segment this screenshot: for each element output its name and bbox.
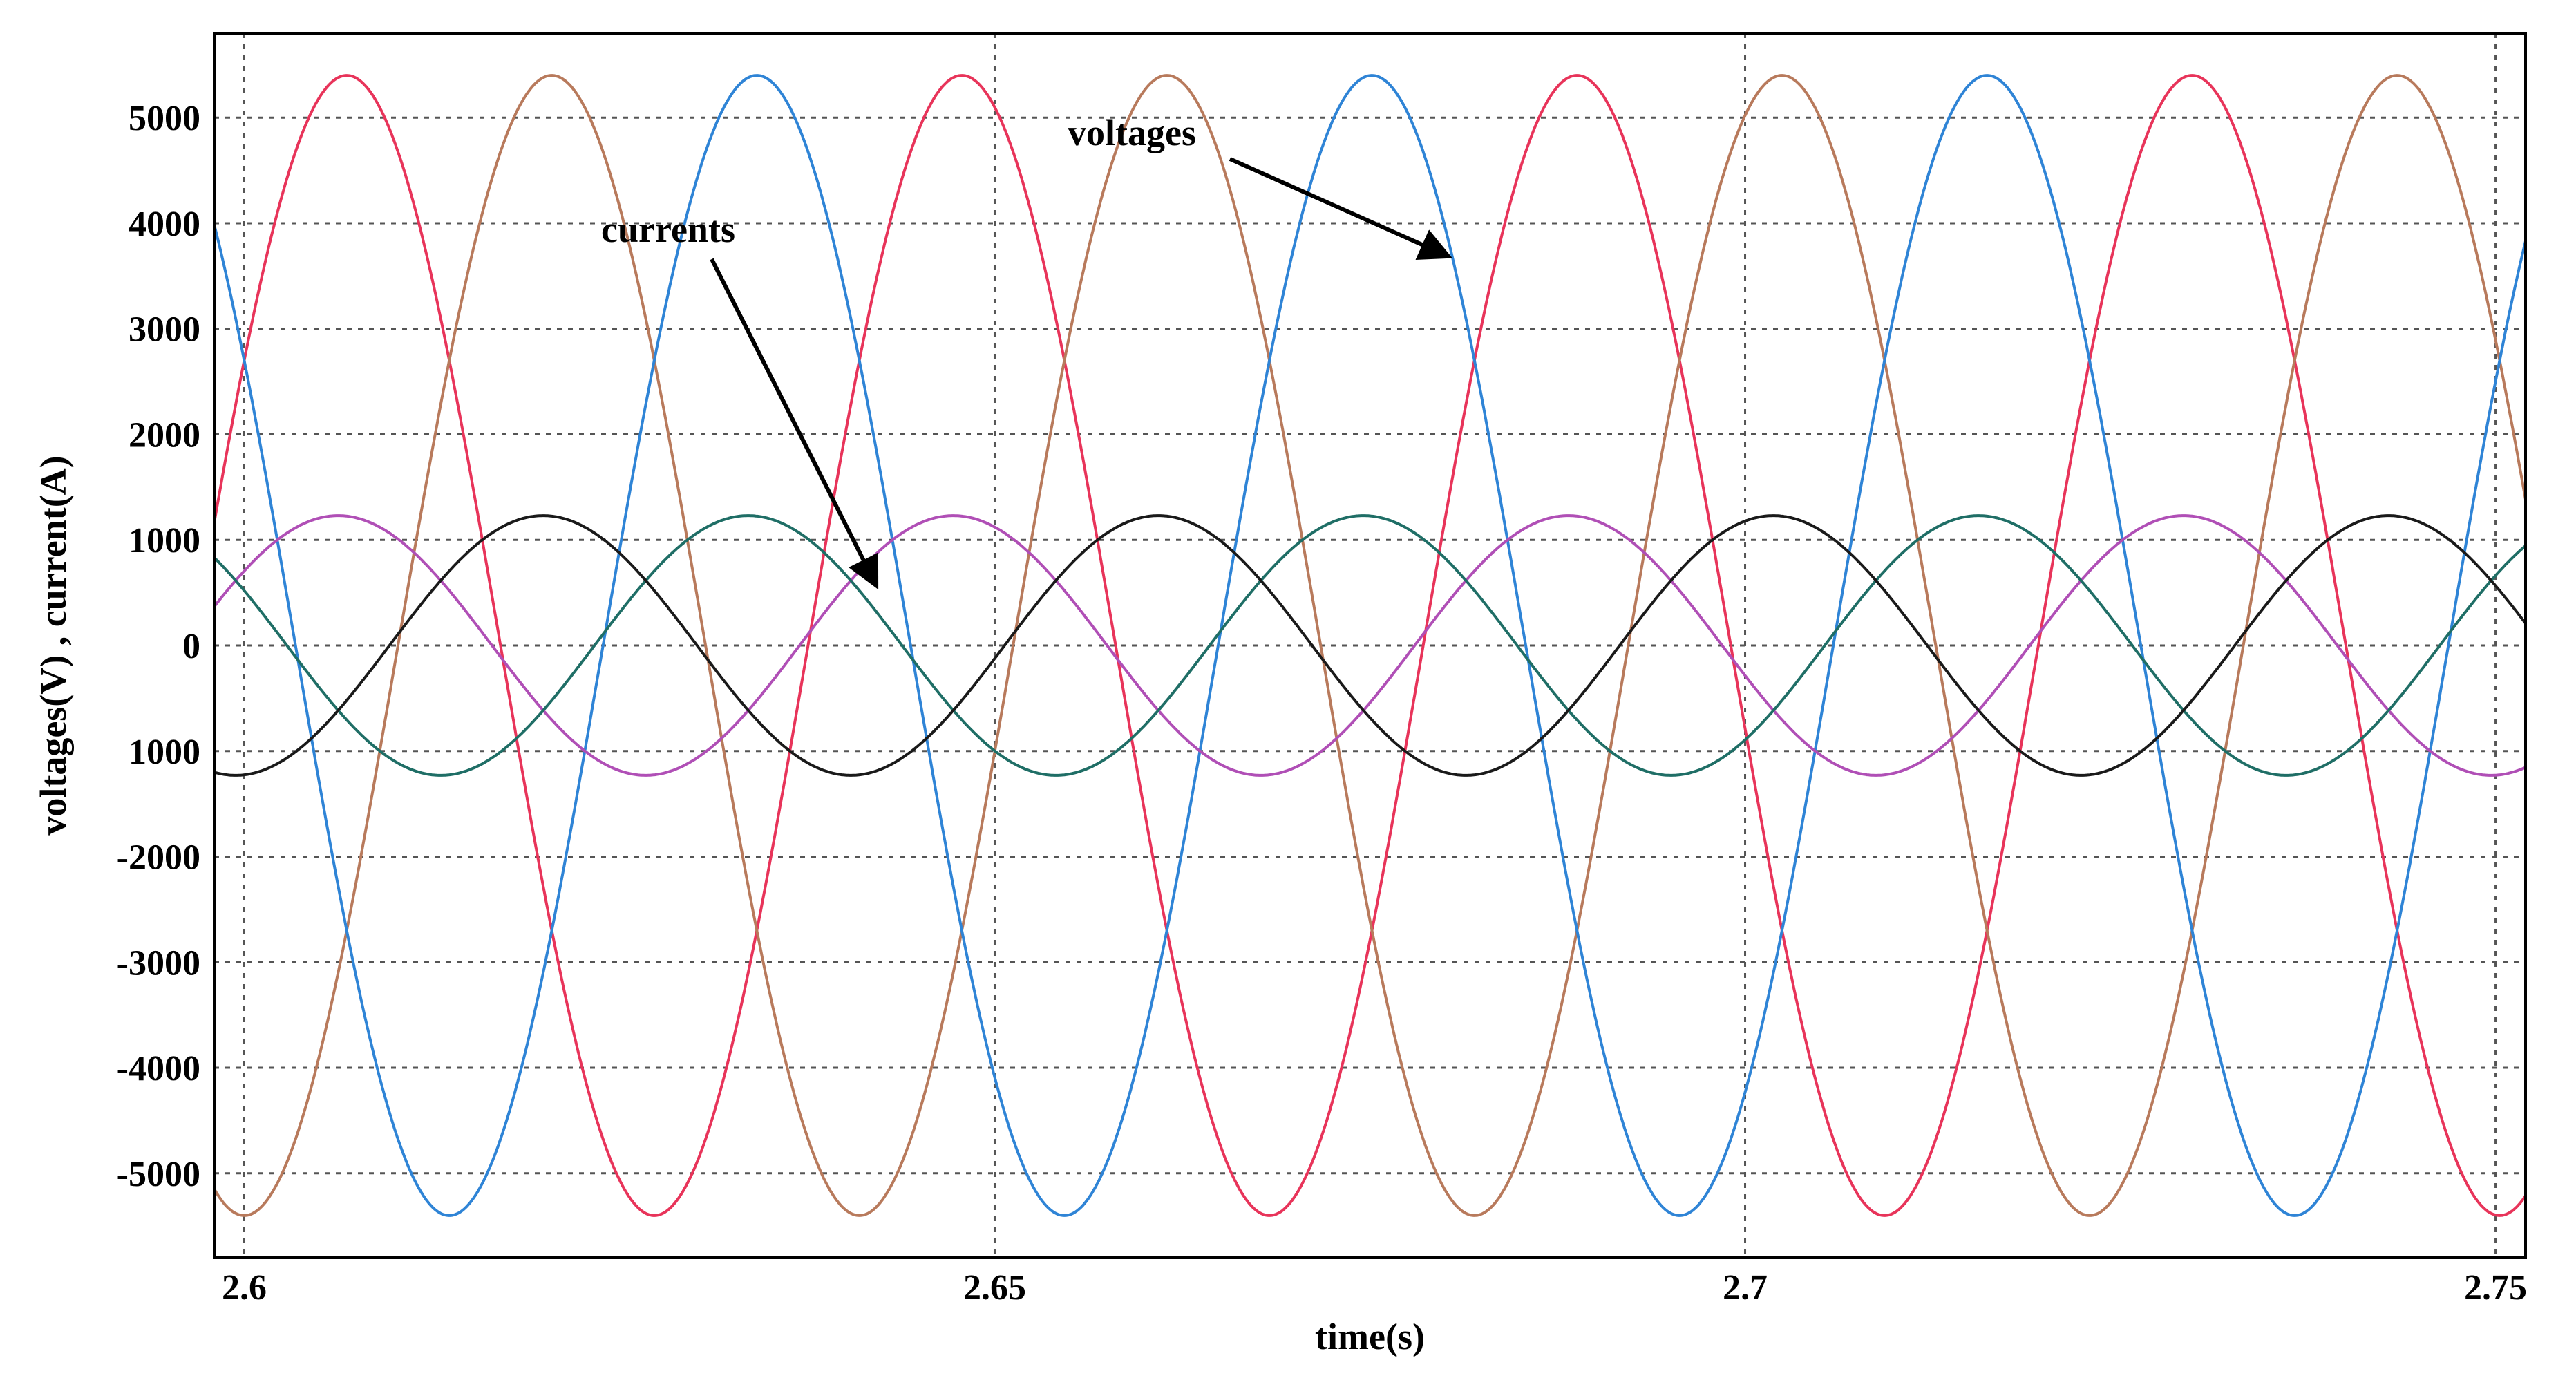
x-tick-label: 2.75 <box>2464 1268 2527 1308</box>
annotation-label: voltages <box>1068 112 1196 153</box>
current-series-4 <box>213 514 2527 777</box>
x-tick-label: 2.65 <box>963 1268 1026 1308</box>
current-series-5 <box>214 514 2527 777</box>
y-tick-label: 3000 <box>129 310 200 350</box>
y-tick-label: 5000 <box>129 99 200 138</box>
x-axis-title: time(s) <box>1315 1316 1425 1357</box>
y-tick-label: -2000 <box>117 838 200 878</box>
y-tick-label: 1000 <box>129 733 200 772</box>
grid <box>214 33 2526 1258</box>
annotation-label: currents <box>601 209 735 250</box>
x-tick-labels: 2.6 2.65 2.7 2.75 <box>222 1268 2527 1308</box>
y-tick-labels: 5000 4000 3000 2000 1000 0 1000 -2000 -3000 -4000… <box>117 99 200 1194</box>
annotation-arrow <box>1229 157 1453 261</box>
series-layer <box>213 74 2527 1217</box>
voltage-series-2 <box>213 74 2527 1217</box>
voltage-series-1 <box>213 74 2527 1217</box>
y-tick-label: 1000 <box>129 521 200 560</box>
annotations: voltages currents <box>601 112 1453 590</box>
y-axis-title: voltages(V) , current(A) <box>32 455 74 835</box>
current-series-3 <box>213 514 2526 777</box>
annotation-arrow <box>710 258 879 590</box>
y-tick-label: 2000 <box>129 415 200 455</box>
y-tick-label: 4000 <box>129 205 200 244</box>
plot-frame <box>213 32 2527 1259</box>
voltage-series-0 <box>213 74 2527 1217</box>
y-tick-label: 0 <box>182 627 200 666</box>
x-tick-label: 2.7 <box>1723 1268 1768 1308</box>
y-tick-label: -4000 <box>117 1049 200 1088</box>
y-tick-label: -5000 <box>117 1155 200 1194</box>
x-tick-label: 2.6 <box>222 1268 267 1308</box>
y-tick-label: -3000 <box>117 943 200 983</box>
